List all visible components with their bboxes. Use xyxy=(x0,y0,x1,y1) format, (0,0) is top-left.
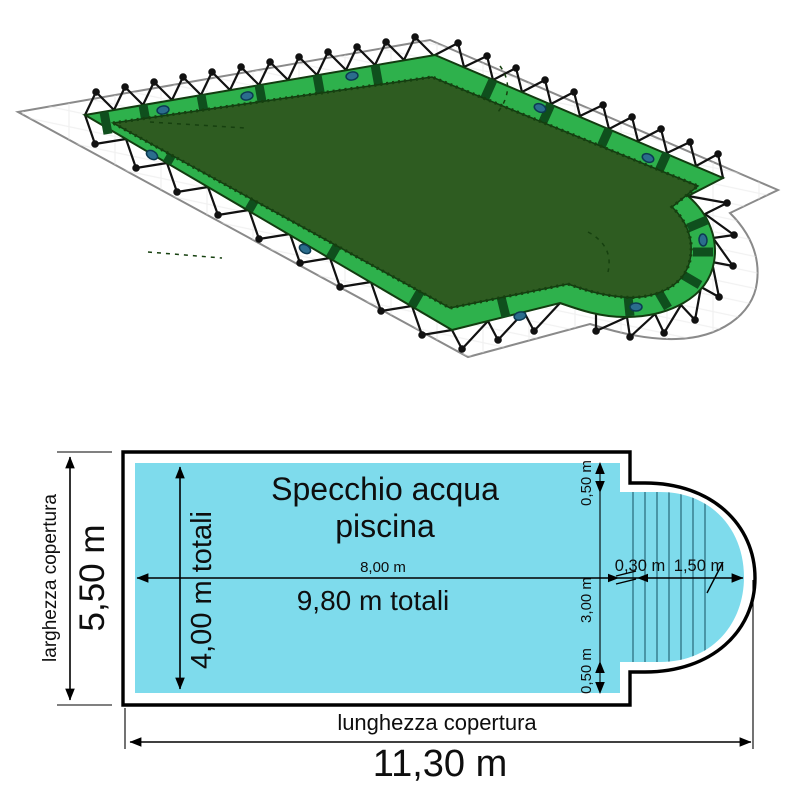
narrow-width-label: 3,00 m xyxy=(578,577,595,623)
step-width-label: 0,30 m xyxy=(615,557,665,575)
cover-width-caption: larghezza copertura xyxy=(40,494,61,662)
cover-width-value: 5,50 m xyxy=(73,525,112,632)
cover-3d-illustration xyxy=(15,33,781,359)
inset-top-label: 0,50 m xyxy=(578,460,595,506)
inset-bottom-label: 0,50 m xyxy=(578,648,595,694)
grommets xyxy=(145,71,708,321)
cover-length-value: 11,30 m xyxy=(373,743,507,785)
cover-length-caption: lunghezza copertura xyxy=(337,710,537,735)
lacing-anchor-dots xyxy=(91,33,738,353)
pool-length-label: 8,00 m xyxy=(360,559,406,576)
cover-plan-diagram: Specchio acqua piscina larghezza copertu… xyxy=(40,450,757,785)
lacing-round-end xyxy=(558,194,736,339)
length-extension-lines xyxy=(124,580,754,749)
tarp-fold-marks xyxy=(147,65,610,273)
round-end-radius-label: 1,50 m xyxy=(674,557,724,575)
pool-length-total-label: 9,80 m totali xyxy=(297,585,450,616)
segment-arrowheads xyxy=(595,462,605,694)
tarp-stitching xyxy=(108,75,702,310)
diagram-title-line1: Specchio acqua xyxy=(271,471,499,507)
dim-break-marks xyxy=(615,561,724,594)
step-width-arrowheads xyxy=(608,573,648,583)
width-extension-lines xyxy=(57,451,112,706)
diagram-title-line2: piscina xyxy=(335,508,435,544)
pool-width-total-label: 4,00 m totali xyxy=(186,511,218,669)
